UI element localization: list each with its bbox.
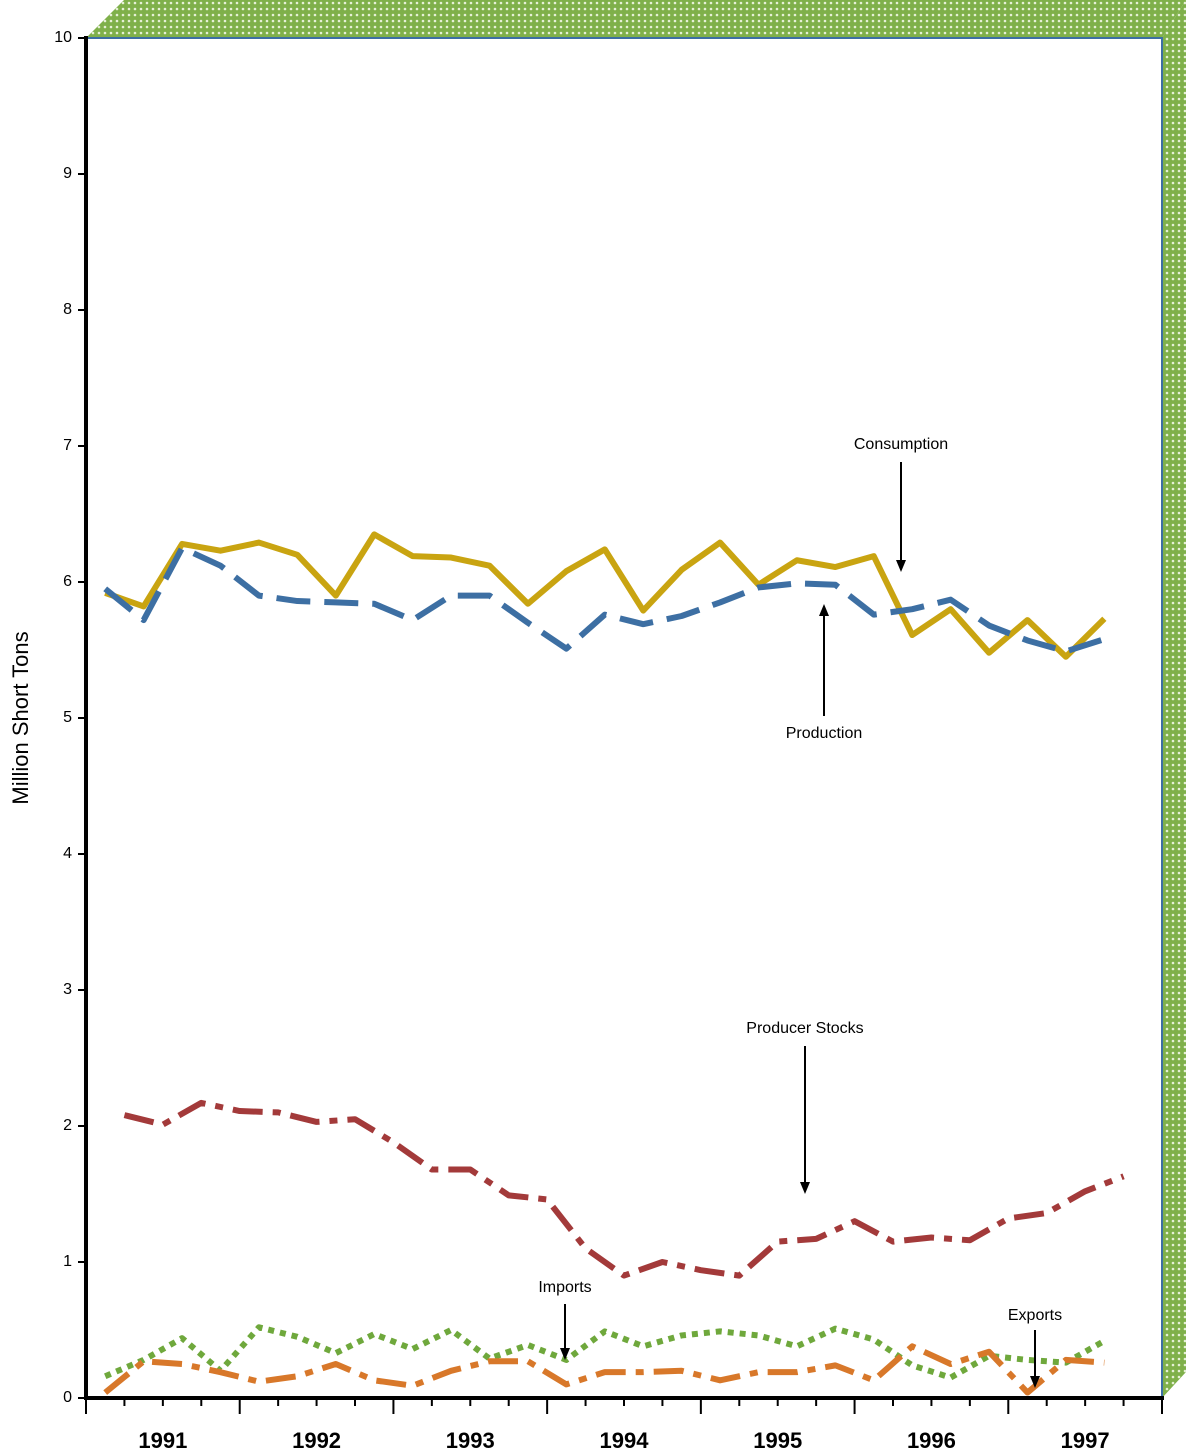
marks: [103, 531, 1125, 1396]
y-tick-label: 0: [63, 1389, 72, 1406]
x-tick-label: 1996: [907, 1428, 956, 1453]
series-line: [103, 545, 1106, 655]
series-line: [104, 1324, 1106, 1381]
y-tick-label: 8: [63, 301, 72, 318]
y-tick-label: 7: [63, 437, 72, 454]
annotation: Consumption: [854, 436, 948, 453]
annotation: Exports: [1008, 1307, 1062, 1324]
y-tick-label: 9: [63, 165, 72, 182]
arrow-head: [819, 604, 829, 616]
x-tick-label: 1991: [138, 1428, 187, 1453]
plot-area: [85, 37, 1163, 1399]
series-line: [104, 531, 1107, 660]
arrow-head: [896, 560, 906, 572]
y-tick-label: 2: [63, 1117, 72, 1134]
x-tick-label: 1993: [446, 1428, 495, 1453]
x-tick-label: 1995: [753, 1428, 802, 1453]
arrow-head: [800, 1182, 810, 1194]
x-tick-label: 1997: [1061, 1428, 1110, 1453]
y-axis-label: Million Short Tons: [8, 631, 33, 804]
y-tick-label: 1: [63, 1253, 72, 1270]
frame-top: [86, 0, 1186, 38]
series-line: [123, 1099, 1125, 1279]
annotation: Imports: [538, 1279, 591, 1296]
y-tick-label: 10: [54, 29, 72, 46]
x-tick-label: 1994: [600, 1428, 650, 1453]
annotation: Production: [786, 725, 863, 742]
y-tick-label: 6: [63, 573, 72, 590]
y-tick-label: 3: [63, 981, 72, 998]
annotation: Producer Stocks: [746, 1020, 863, 1037]
y-tick-label: 4: [63, 845, 72, 862]
y-tick-label: 5: [63, 709, 72, 726]
x-tick-label: 1992: [292, 1428, 341, 1453]
arrow-head: [1030, 1376, 1040, 1388]
series-line: [103, 1343, 1105, 1396]
arrow-head: [560, 1348, 570, 1360]
frame-side: [1162, 0, 1186, 1398]
